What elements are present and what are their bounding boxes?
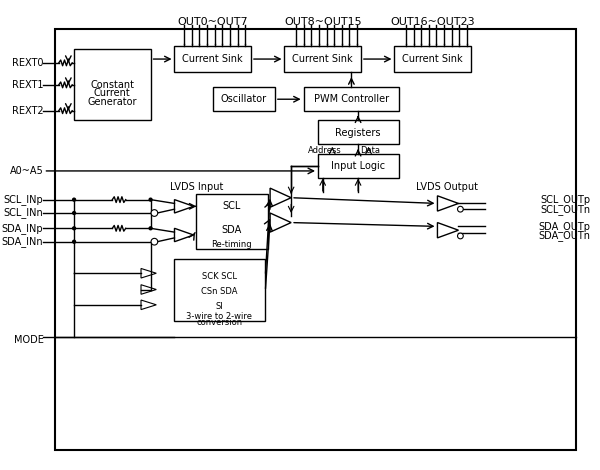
- Text: Address: Address: [308, 146, 341, 156]
- FancyBboxPatch shape: [284, 46, 361, 72]
- Text: SDA_INn: SDA_INn: [2, 236, 43, 247]
- Text: REXT0: REXT0: [12, 58, 43, 68]
- Text: SDA: SDA: [222, 225, 242, 235]
- Text: Current Sink: Current Sink: [403, 54, 463, 64]
- Text: Generator: Generator: [88, 97, 137, 107]
- Circle shape: [149, 227, 152, 230]
- FancyBboxPatch shape: [394, 46, 471, 72]
- Text: 3-wire to 2-wire: 3-wire to 2-wire: [187, 312, 253, 321]
- Text: REXT2: REXT2: [12, 106, 43, 116]
- FancyBboxPatch shape: [175, 46, 251, 72]
- FancyBboxPatch shape: [304, 87, 399, 111]
- Text: REXT1: REXT1: [12, 80, 43, 90]
- Text: SDA_OUTn: SDA_OUTn: [538, 230, 590, 242]
- Text: Re-timing: Re-timing: [212, 240, 252, 249]
- Circle shape: [73, 227, 76, 230]
- Text: conversion: conversion: [196, 319, 242, 328]
- Text: SCL_OUTp: SCL_OUTp: [541, 194, 590, 205]
- Circle shape: [458, 206, 463, 212]
- Text: Constant: Constant: [91, 80, 134, 90]
- Text: Current Sink: Current Sink: [292, 54, 353, 64]
- Text: CSn SDA: CSn SDA: [201, 287, 238, 296]
- Text: SCL_INp: SCL_INp: [4, 194, 43, 205]
- Text: SDA_OUTp: SDA_OUTp: [538, 221, 590, 232]
- Circle shape: [151, 238, 158, 245]
- Text: Oscillator: Oscillator: [220, 94, 266, 104]
- Text: Current: Current: [94, 88, 131, 99]
- Circle shape: [149, 198, 152, 201]
- Text: LVDS Output: LVDS Output: [416, 182, 478, 192]
- FancyBboxPatch shape: [196, 194, 268, 250]
- Text: SCL: SCL: [223, 201, 241, 212]
- Text: LVDS Input: LVDS Input: [170, 182, 223, 192]
- Text: Data: Data: [361, 146, 380, 156]
- FancyBboxPatch shape: [74, 48, 151, 120]
- Text: SI: SI: [215, 302, 223, 311]
- Circle shape: [151, 210, 158, 216]
- FancyBboxPatch shape: [213, 87, 275, 111]
- Text: SCL_OUTn: SCL_OUTn: [541, 204, 590, 215]
- Text: Registers: Registers: [335, 128, 381, 138]
- Text: OUT8~OUT15: OUT8~OUT15: [284, 17, 362, 27]
- Text: OUT16~OUT23: OUT16~OUT23: [391, 17, 475, 27]
- Text: SDA_INp: SDA_INp: [2, 223, 43, 234]
- Text: Current Sink: Current Sink: [182, 54, 243, 64]
- Text: Input Logic: Input Logic: [331, 161, 385, 171]
- Text: OUT0~OUT7: OUT0~OUT7: [178, 17, 248, 27]
- Circle shape: [458, 233, 463, 239]
- Text: SCL_INn: SCL_INn: [4, 208, 43, 219]
- Text: A0~A5: A0~A5: [10, 166, 43, 176]
- Circle shape: [73, 212, 76, 214]
- FancyBboxPatch shape: [318, 154, 399, 178]
- FancyBboxPatch shape: [55, 30, 576, 450]
- Circle shape: [73, 198, 76, 201]
- FancyBboxPatch shape: [175, 259, 265, 321]
- Text: MODE: MODE: [14, 335, 43, 345]
- Circle shape: [73, 240, 76, 243]
- FancyBboxPatch shape: [318, 120, 399, 144]
- Text: SCK SCL: SCK SCL: [202, 272, 237, 281]
- Text: PWM Controller: PWM Controller: [314, 94, 389, 104]
